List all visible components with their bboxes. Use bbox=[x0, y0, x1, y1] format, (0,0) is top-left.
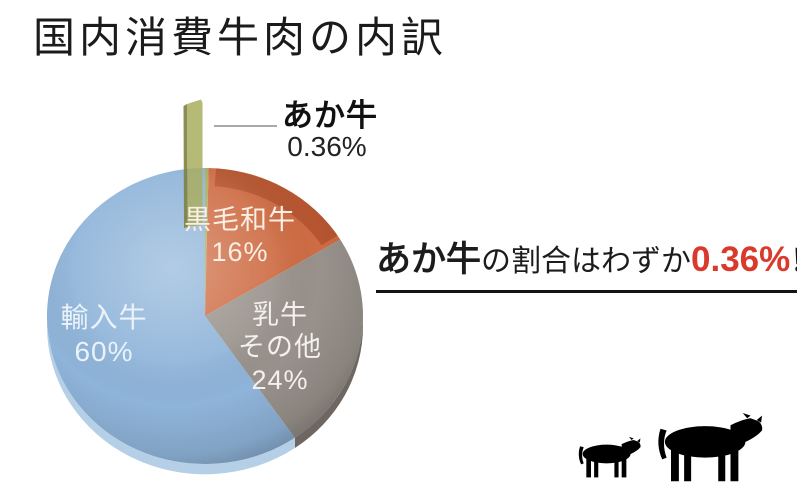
statement-middle: の割合はわずか bbox=[481, 245, 692, 278]
akaushi-slice-bar bbox=[187, 99, 203, 227]
statement-exclamation: ！ bbox=[790, 245, 797, 278]
statement-akaushi-share: あか牛の割合はわずか0.36%！ bbox=[376, 231, 797, 293]
statement-lead: あか牛 bbox=[376, 240, 482, 279]
callout-akaushi-pct: 0.36% bbox=[287, 131, 367, 162]
page-title: 国内消費牛肉の内訳 bbox=[33, 16, 448, 62]
calf-silhouette-icon bbox=[578, 436, 641, 478]
callout-akaushi-name: あか牛 bbox=[282, 98, 378, 133]
pie-rim-dairy bbox=[294, 316, 363, 448]
cow-silhouette-icon bbox=[658, 413, 763, 482]
statement-highlight-pct: 0.36% bbox=[691, 240, 791, 279]
pie-shading-overlay bbox=[47, 168, 363, 464]
pie-rim-imported bbox=[47, 316, 295, 475]
akaushi-slice-bar-edge bbox=[183, 104, 188, 228]
